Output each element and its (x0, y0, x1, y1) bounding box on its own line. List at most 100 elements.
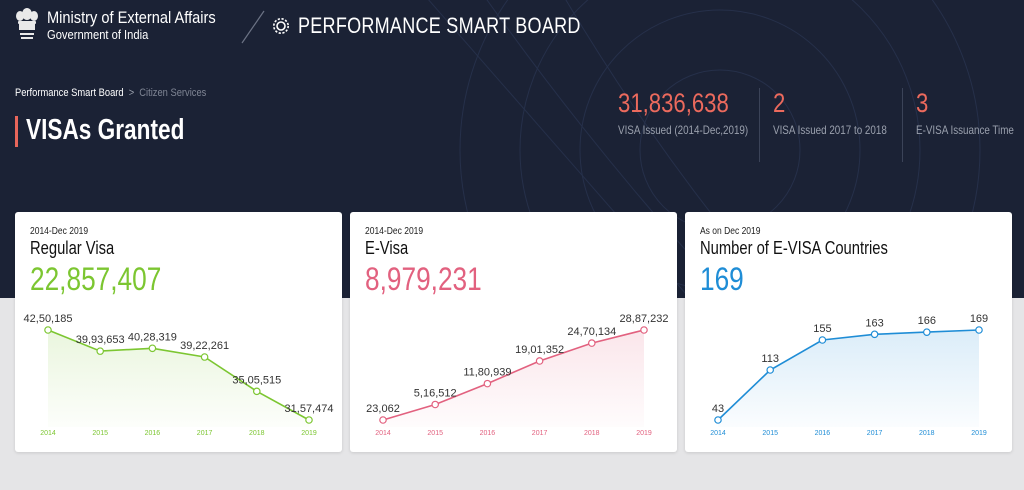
board-title[interactable]: PERFORMANCE SMART BOARD (298, 13, 581, 38)
gear-icon (273, 18, 289, 34)
card-title: E-Visa (365, 238, 409, 258)
card-subtitle: 2014-Dec 2019 (30, 226, 89, 237)
card-e-visa[interactable]: 2014-Dec 2019 E-Visa 8,979,231 23,062 201… (350, 212, 677, 452)
chart-tick-label-2019: 2019 (301, 430, 317, 437)
chart-data-label-2015: 5,16,512 (414, 387, 457, 399)
chart-point-2016 (148, 344, 157, 353)
stat-value: 3 (916, 88, 929, 118)
chart-data-label-2015: 113 (761, 353, 779, 365)
stat-label: E-VISA Issuance Time (916, 123, 1014, 137)
stat-label: VISA Issued 2017 to 2018 (773, 123, 887, 137)
chart-data-label-2017: 163 (865, 317, 883, 329)
card-title: Regular Visa (30, 238, 115, 258)
card-regular-visa[interactable]: 2014-Dec 2019 Regular Visa 22,857,407 42… (15, 212, 342, 452)
breadcrumb: Performance Smart Board > Citizen Services (15, 87, 206, 99)
chart-tick-label-2015: 2015 (427, 430, 443, 437)
chart-tick-label-2017: 2017 (867, 430, 883, 437)
chart-data-label-2018: 24,70,134 (567, 326, 616, 338)
breadcrumb-separator: > (128, 87, 135, 99)
chart-point-2019 (640, 326, 648, 334)
chart-regular-visa: 42,50,185 2014 39,93,653 2015 40,28,319 2016 3… (24, 313, 334, 437)
chart-tick-label-2018: 2018 (584, 430, 600, 437)
chart-data-label-2019: 169 (970, 313, 988, 325)
stat-visa-issued: 31,836,638 VISA Issued (2014-Dec,2019) (618, 88, 777, 137)
chart-tick-label-2014: 2014 (375, 430, 391, 437)
stat-evisa-time: 3 E-VISA Issuance Time (916, 88, 1024, 137)
chart-area-fill (383, 330, 644, 427)
chart-tick-label-2014: 2014 (710, 430, 726, 437)
ministry-line2: Government of India (47, 27, 149, 42)
chart-tick-label-2016: 2016 (815, 430, 831, 437)
chart-area-fill (718, 330, 979, 427)
chart-point-2019 (305, 416, 313, 424)
chart-point-2015 (431, 400, 440, 409)
top-bar: Ministry of External Affairs Government … (0, 0, 1024, 56)
chart-point-2017 (200, 353, 209, 361)
chart-point-2014 (379, 416, 387, 424)
chart-tick-label-2015: 2015 (762, 430, 778, 437)
chart-point-2014 (714, 416, 722, 424)
stat-visa-2017-2018: 2 VISA Issued 2017 to 2018 (773, 88, 912, 137)
chart-data-label-2014: 43 (712, 403, 724, 415)
chart-data-label-2017: 39,22,261 (180, 340, 229, 352)
chart-point-2016 (818, 336, 827, 344)
chart-data-label-2017: 19,01,352 (515, 344, 564, 356)
stat-value: 2 (773, 88, 786, 118)
page-title: VISAs Granted (26, 114, 185, 146)
chart-tick-label-2016: 2016 (480, 430, 496, 437)
card-subtitle: As on Dec 2019 (700, 226, 761, 237)
chart-data-label-2015: 39,93,653 (76, 334, 125, 346)
card-value: 169 (700, 261, 744, 297)
chart-tick-label-2017: 2017 (532, 430, 548, 437)
chart-point-2017 (535, 357, 544, 365)
card-evisa-countries[interactable]: As on Dec 2019 Number of E-VISA Countrie… (685, 212, 1012, 452)
chart-tick-label-2018: 2018 (919, 430, 935, 437)
chart-tick-label-2019: 2019 (971, 430, 987, 437)
card-value: 8,979,231 (365, 261, 482, 297)
chart-data-label-2016: 11,80,939 (463, 367, 511, 379)
chart-point-2018 (923, 328, 931, 336)
chart-data-label-2016: 40,28,319 (128, 331, 177, 343)
chart-series-line (47, 329, 310, 421)
chart-data-label-2014: 23,062 (366, 403, 400, 415)
divider-slash (241, 10, 265, 44)
stat-divider (902, 88, 903, 162)
chart-point-2019 (975, 326, 983, 334)
chart-data-label-2019: 28,87,232 (620, 313, 669, 325)
breadcrumb-current: Citizen Services (139, 87, 207, 99)
chart-area-fill (48, 330, 309, 427)
chart-tick-label-2017: 2017 (197, 430, 213, 437)
chart-tick-label-2019: 2019 (636, 430, 652, 437)
chart-point-2015 (96, 347, 105, 355)
ministry-name[interactable]: Ministry of External Affairs Government … (47, 8, 243, 43)
chart-data-label-2014: 42,50,185 (24, 313, 73, 325)
chart-point-2018 (253, 387, 261, 396)
chart-tick-label-2015: 2015 (92, 430, 108, 437)
chart-data-label-2018: 166 (918, 315, 936, 327)
ministry-line1: Ministry of External Affairs (47, 8, 216, 27)
title-accent-bar (15, 116, 18, 147)
stat-label: VISA Issued (2014-Dec,2019) (618, 123, 749, 137)
chart-point-2018 (588, 339, 596, 347)
chart-e-visa: 23,062 2014 5,16,512 2015 11,80,939 2016 19,01… (366, 313, 669, 437)
chart-data-label-2018: 35,05,515 (232, 374, 281, 386)
chart-tick-label-2016: 2016 (145, 430, 161, 437)
chart-series-line (382, 329, 645, 421)
chart-point-2015 (766, 366, 775, 374)
emblem-logo (16, 8, 38, 39)
stat-value: 31,836,638 (618, 88, 729, 118)
chart-point-2017 (870, 330, 879, 339)
breadcrumb-home[interactable]: Performance Smart Board (15, 87, 124, 99)
chart-tick-label-2018: 2018 (249, 430, 265, 437)
chart-series-line (717, 329, 980, 421)
chart-data-label-2016: 155 (813, 323, 831, 335)
chart-data-label-2019: 31,57,474 (285, 403, 334, 415)
card-subtitle: 2014-Dec 2019 (365, 226, 424, 237)
chart-tick-label-2014: 2014 (40, 430, 56, 437)
card-value: 22,857,407 (30, 261, 162, 297)
card-title: Number of E-VISA Countries (700, 238, 888, 258)
chart-point-2014 (44, 326, 52, 334)
stat-divider (759, 88, 760, 162)
chart-point-2016 (483, 379, 492, 388)
chart-evisa-countries: 43 2014 113 2015 155 2016 163 2017 166 2018 169 201… (710, 313, 988, 437)
